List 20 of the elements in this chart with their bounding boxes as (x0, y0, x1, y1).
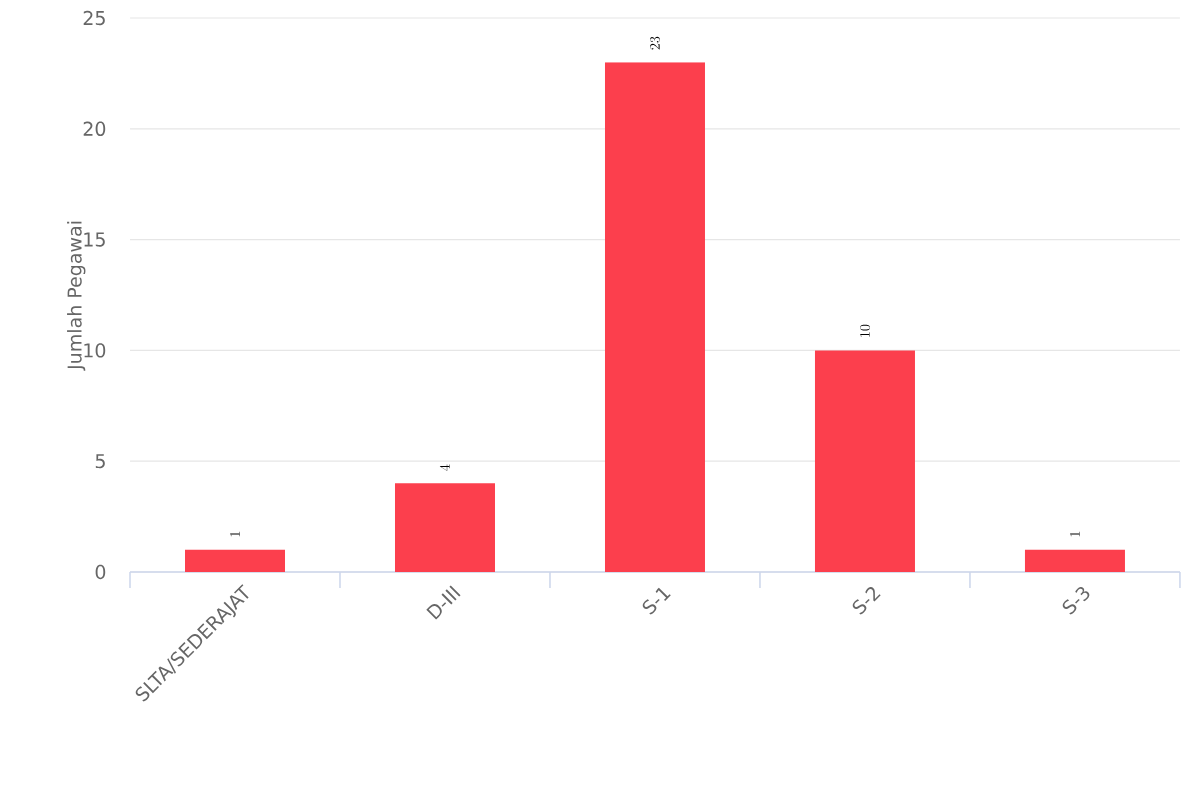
bar (604, 62, 705, 572)
y-tick-label: 0 (95, 564, 106, 580)
bar (394, 483, 495, 572)
data-label: 23 (650, 36, 660, 50)
x-tick-label: S-3 (1062, 586, 1090, 615)
y-tick-label: 10 (84, 343, 106, 358)
y-tick-label: 15 (84, 232, 105, 247)
y-tick-label: 25 (83, 10, 105, 26)
y-tick-label: 5 (95, 454, 105, 469)
x-tick-label: S-2 (852, 587, 881, 615)
data-label: 1 (230, 531, 240, 537)
bar (1024, 549, 1125, 572)
x-tick-label: S-1 (642, 587, 671, 615)
data-label: 4 (439, 464, 450, 471)
data-label: 10 (860, 324, 870, 337)
bar (814, 350, 915, 572)
y-tick-label: 20 (83, 121, 106, 136)
data-label: 1 (1070, 531, 1080, 537)
y-axis-title: Jumlah Pegawai (67, 221, 86, 371)
bar (185, 549, 285, 572)
